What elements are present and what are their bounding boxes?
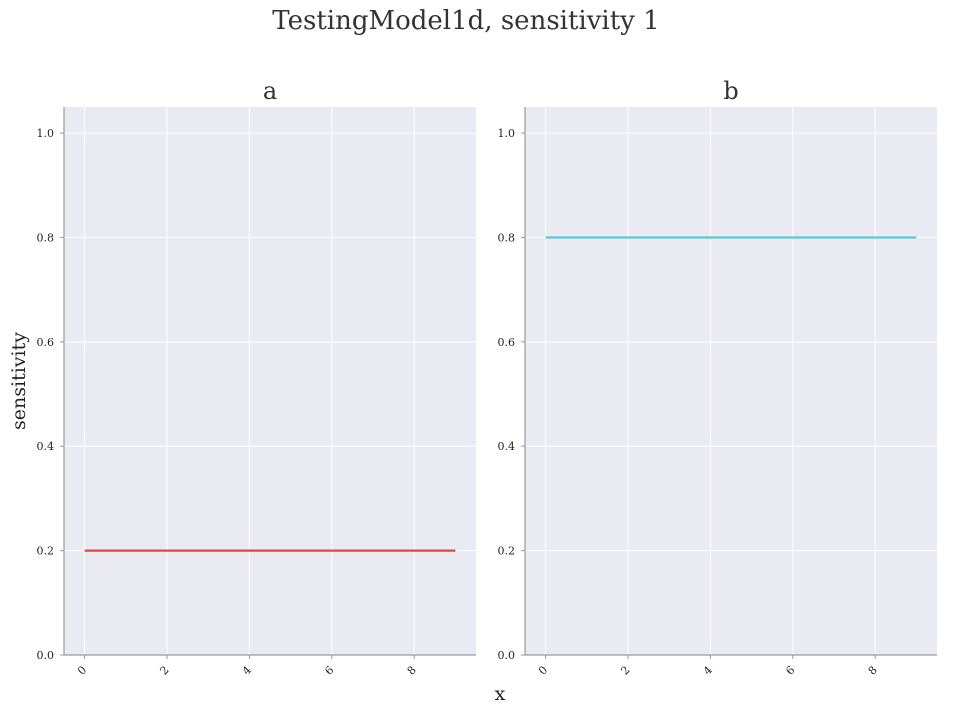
x-tick-label: 6 — [322, 663, 336, 677]
y-tick-label: 0.8 — [37, 231, 55, 244]
x-tick-label: 8 — [866, 663, 880, 677]
plot-area — [525, 107, 937, 655]
y-tick-label: 0.0 — [498, 649, 516, 662]
x-axis-label: x — [495, 683, 506, 705]
subplot-title: b — [723, 77, 738, 105]
x-tick-label: 8 — [405, 663, 419, 677]
y-tick-label: 1.0 — [498, 127, 516, 140]
y-tick-label: 0.2 — [37, 545, 55, 558]
x-tick-label: 0 — [536, 663, 550, 677]
x-tick-label: 2 — [157, 663, 171, 677]
x-tick-label: 2 — [618, 663, 632, 677]
x-tick-label: 0 — [75, 663, 89, 677]
plot-area — [64, 107, 476, 655]
subplot-a: 0.0 0.2 0.4 0.6 0.8 1.0 0 2 4 6 8 a — [37, 77, 476, 678]
figure-title: TestingModel1d, sensitivity 1 — [272, 6, 659, 36]
y-tick-label: 0.2 — [498, 545, 516, 558]
y-axis-label: sensitivity — [8, 332, 30, 430]
y-tick-label: 0.8 — [498, 231, 516, 244]
y-tick-label: 0.6 — [498, 336, 516, 349]
y-tick-label: 0.0 — [37, 649, 55, 662]
y-tick-label: 0.4 — [498, 440, 516, 453]
x-tick-label: 6 — [783, 663, 797, 677]
y-tick-label: 0.4 — [37, 440, 55, 453]
subplot-title: a — [263, 77, 277, 105]
y-tick-label: 0.6 — [37, 336, 55, 349]
x-tick-label: 4 — [240, 663, 254, 677]
y-tick-label: 1.0 — [37, 127, 55, 140]
subplot-b: 0.0 0.2 0.4 0.6 0.8 1.0 0 2 4 6 8 b — [498, 77, 937, 678]
x-tick-label: 4 — [701, 663, 715, 677]
